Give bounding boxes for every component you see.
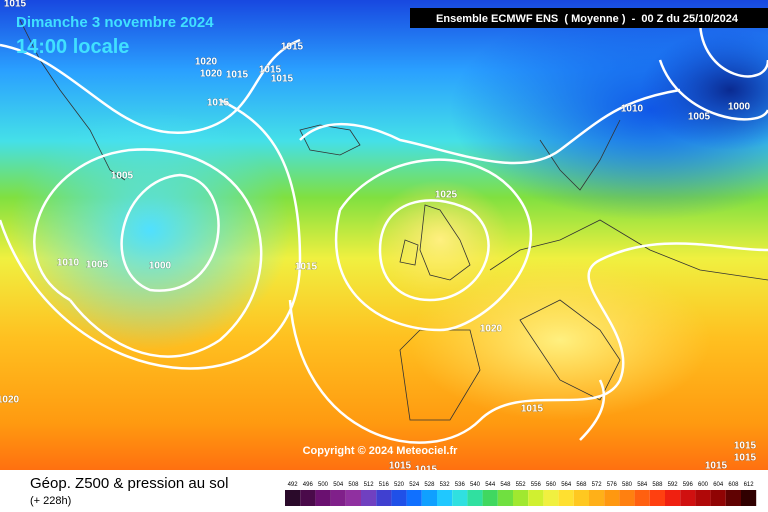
scale-label: 552 [516,482,527,488]
scale-swatch [482,490,498,506]
isobar-label: 1000 [728,102,751,113]
scale-label: 556 [531,482,542,488]
scale-swatch [330,490,346,506]
isobar-label: 1015 [295,262,318,273]
footer-title: Géop. Z500 & pression au sol [30,475,228,492]
scale-label: 584 [637,482,648,488]
scale-label: 588 [652,482,663,488]
coastlines [19,19,768,421]
isobar-label: 1000 [149,261,172,272]
scale-label: 600 [698,482,709,488]
scale-label: 532 [440,482,451,488]
isobar-label: 1015 [271,74,294,85]
scale-swatch [543,490,559,506]
scale-swatch [528,490,544,506]
scale-label: 540 [470,482,481,488]
isobars [0,19,768,444]
isobar-label: 1010 [57,258,80,269]
scale-label: 544 [485,482,496,488]
isobar-label: 1020 [195,57,218,68]
date: Dimanche 3 novembre 2024 [16,14,214,31]
isobar-label: 1010 [621,104,644,115]
scale-label: 568 [576,482,587,488]
scale-swatch [452,490,468,506]
scale-label: 520 [394,482,405,488]
scale-swatch [376,490,392,506]
copyright: Copyright © 2024 Meteociel.fr [303,445,459,457]
scale-label: 512 [364,482,375,488]
scale-swatch [497,490,513,506]
scale-swatch [680,490,696,506]
scale-swatch [406,490,422,506]
isobar-label: 1015 [734,441,757,452]
isobar-label: 1015 [281,42,304,53]
isobar-label: 1025 [435,190,458,201]
scale-swatch [649,490,665,506]
scale-label: 576 [607,482,618,488]
scale-swatch [619,490,635,506]
scale-label: 608 [728,482,739,488]
scale-label: 612 [744,482,755,488]
scale-swatch [710,490,726,506]
scale-swatch [315,490,331,506]
time: 14:00 locale [16,36,129,58]
scale-swatch [604,490,620,506]
scale-swatch [741,490,757,506]
scale-label: 604 [713,482,724,488]
scale-label: 528 [424,482,435,488]
scale-label: 536 [455,482,466,488]
scale-label: 492 [288,482,299,488]
isobar-label: 1015 [389,461,412,472]
scale-label: 548 [500,482,511,488]
scale-swatch [437,490,453,506]
scale-label: 564 [561,482,572,488]
isobar-label: 1015 [705,461,728,472]
scale-label: 516 [379,482,390,488]
scale-label: 504 [333,482,344,488]
isobar-label: 1015 [521,404,544,415]
isobar-label: 1015 [4,0,27,10]
scale-swatch [361,490,377,506]
scale-swatch [391,490,407,506]
scale-label: 560 [546,482,557,488]
scale-label: 572 [592,482,603,488]
scale-label: 500 [318,482,329,488]
background [0,0,768,470]
scale-swatch [421,490,437,506]
scale-swatch [300,490,316,506]
model: Ensemble ECMWF ENS ( Moyenne ) - 00 Z du… [436,13,739,25]
scale-label: 596 [683,482,694,488]
scale-label: 592 [668,482,679,488]
scale-swatch [725,490,741,506]
isobar-label: 1005 [86,260,109,271]
isobar-label: 1005 [111,171,134,182]
scale-swatch [634,490,650,506]
isobar-label: 1020 [480,324,503,335]
isobar-label: 1020 [0,395,20,406]
scale-label: 580 [622,482,633,488]
scale-label: 508 [348,482,359,488]
isobar-label: 1005 [688,112,711,123]
isobar-label: 1015 [259,65,282,76]
scale-swatch [513,490,529,506]
scale-swatch [589,490,605,506]
scale-swatch [558,490,574,506]
scale-swatch [285,490,301,506]
scale-swatch [345,490,361,506]
scale-swatch [573,490,589,506]
color-scale: 492 496 500 504 508 512 516 520 524 528 532 536 540 5… [285,482,757,506]
lead-time: (+ 228h) [30,495,71,507]
scale-swatch [665,490,681,506]
isobar-label: 1015 [226,70,249,81]
isobar-label: 1015 [207,98,230,109]
scale-swatch [467,490,483,506]
isobar-label: 1020 [200,69,223,80]
isobar-label: 1015 [734,453,757,464]
scale-swatch [695,490,711,506]
scale-label: 496 [303,482,314,488]
model-box [410,8,768,28]
scale-label: 524 [409,482,420,488]
